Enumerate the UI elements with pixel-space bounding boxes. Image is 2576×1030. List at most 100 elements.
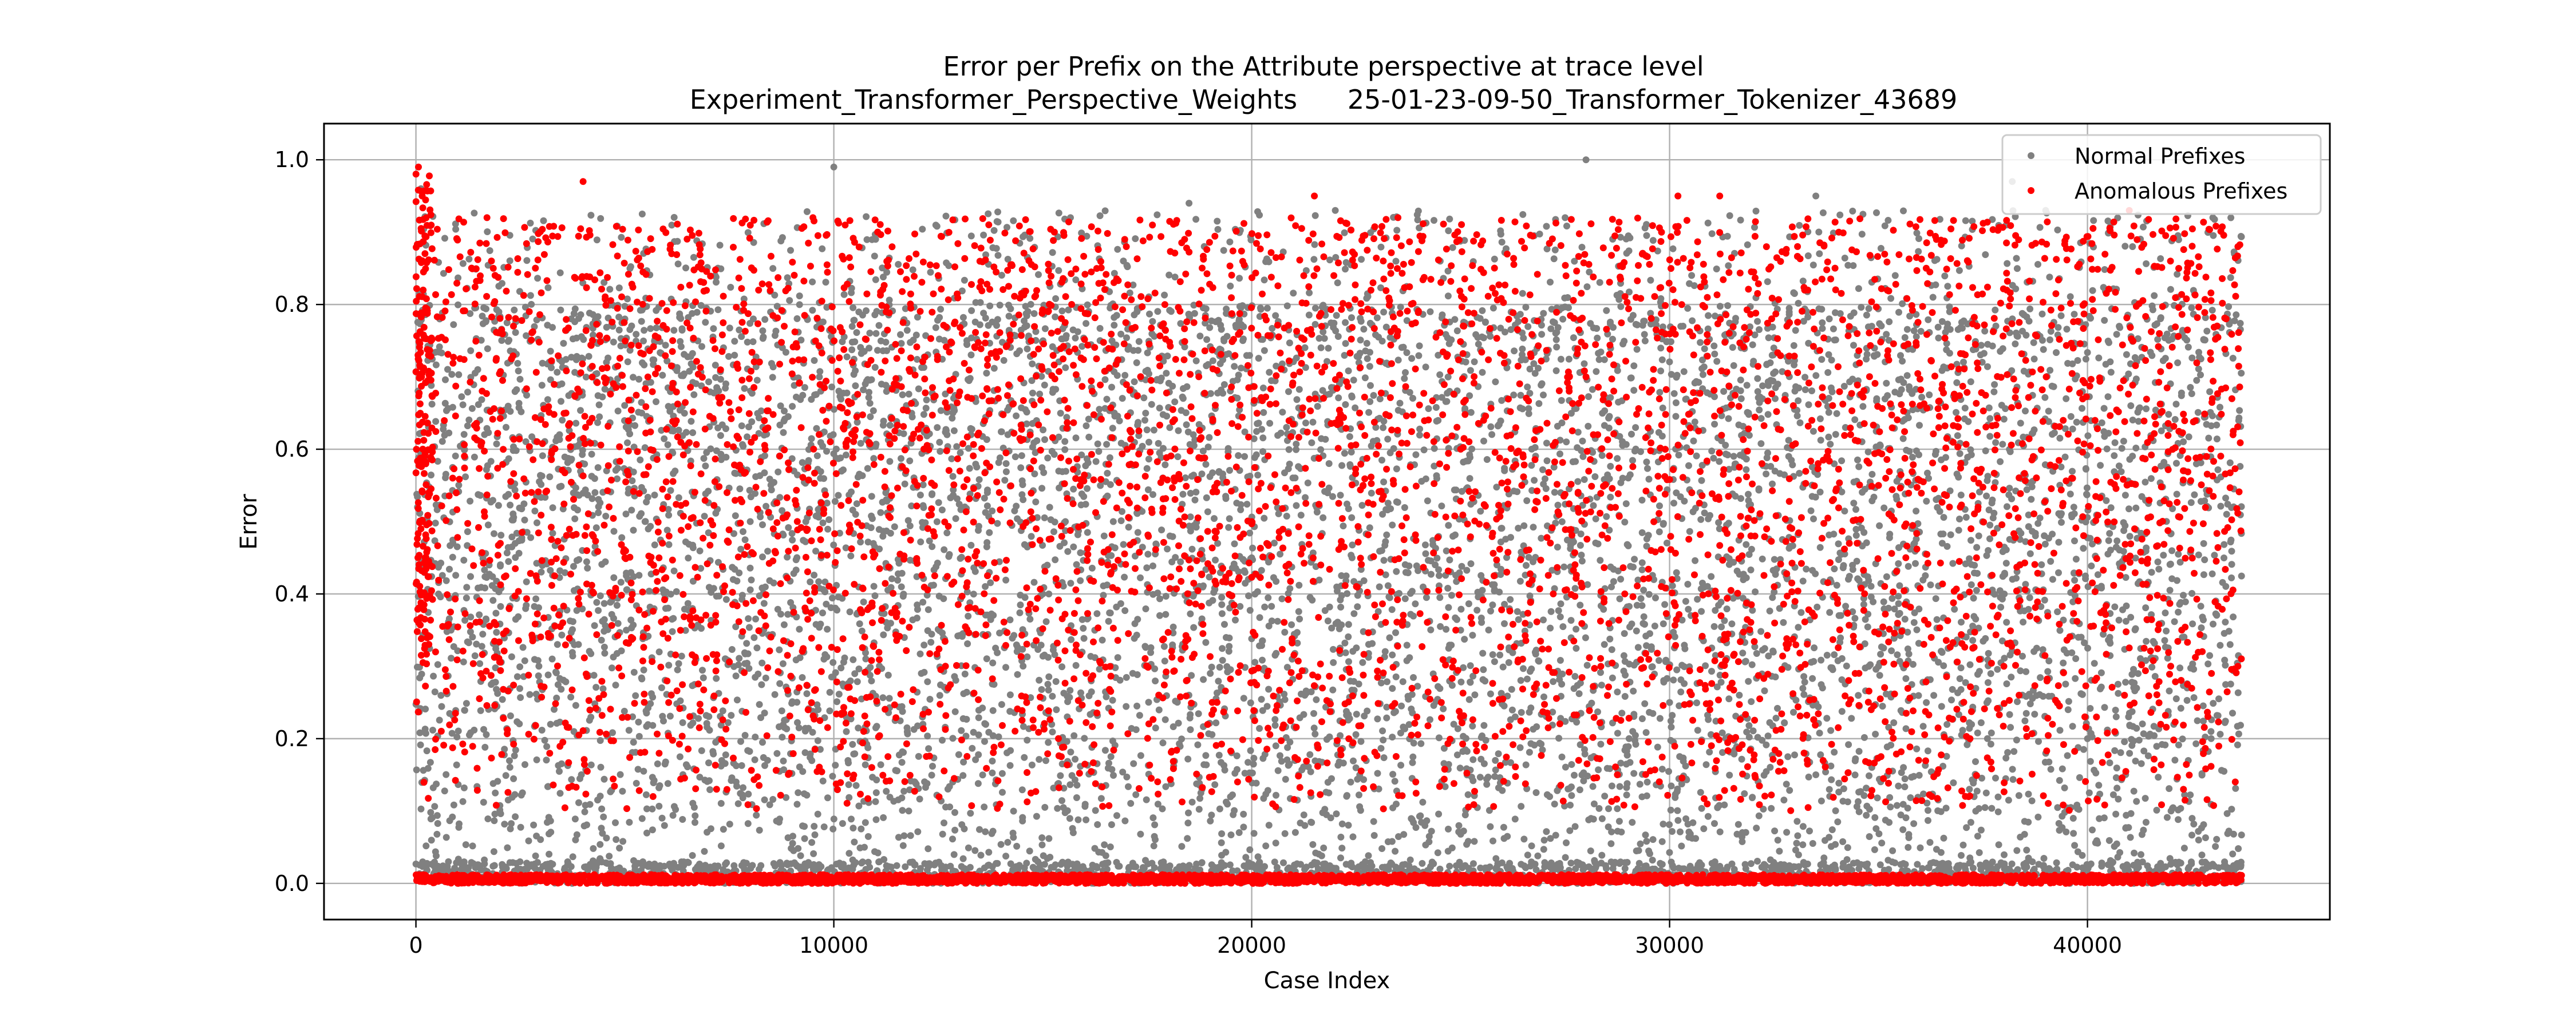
normal-point [1461,405,1469,412]
normal-point [1388,838,1396,845]
normal-point [1380,754,1388,762]
normal-point [1380,557,1388,564]
normal-point [1962,217,1969,224]
normal-point [815,578,823,585]
normal-point [1386,634,1393,641]
normal-point [1218,839,1225,846]
normal-point [753,377,761,384]
normal-point [936,692,943,699]
normal-point [1388,606,1396,613]
normal-point [1187,711,1194,718]
normal-point [853,329,860,336]
normal-point [2189,620,2196,628]
normal-point [1619,442,1626,449]
normal-point [1914,861,1921,868]
normal-point [1082,320,1090,327]
normal-point [1286,738,1294,746]
normal-point [1871,846,1878,853]
normal-point [714,306,722,314]
normal-point [1412,600,1419,608]
normal-point [1614,730,1621,737]
normal-point [728,646,736,653]
normal-point [568,776,575,783]
normal-point [789,698,796,706]
normal-point [1831,748,1838,756]
normal-point [2163,330,2171,338]
normal-point [517,823,524,831]
normal-point [1402,569,1409,576]
normal-point [981,494,988,502]
normal-point [481,743,489,751]
normal-point [1108,821,1115,829]
normal-point [2104,217,2112,225]
normal-point [600,643,608,651]
normal-point [905,390,912,398]
normal-point [1710,342,1718,350]
normal-point [1827,441,1834,448]
normal-point [1986,521,1994,529]
normal-point [2235,414,2243,422]
normal-point [1964,454,1971,461]
normal-point [2120,438,2127,445]
normal-point [1293,441,1300,447]
normal-point [2172,401,2180,408]
normal-point [1326,256,1333,264]
normal-point [1849,566,1856,573]
normal-point [598,805,606,813]
normal-point [2020,619,2027,626]
normal-point [2235,730,2242,738]
normal-point [2195,837,2202,843]
normal-point [1967,581,1975,588]
normal-point [1389,771,1397,778]
normal-point [2200,616,2207,624]
normal-point [927,639,935,646]
normal-point [2106,530,2113,537]
normal-point [1184,819,1192,827]
normal-point [851,338,859,346]
normal-point [1540,693,1547,700]
normal-point [1187,726,1194,734]
normal-point [829,595,836,602]
normal-point [1431,445,1438,452]
normal-point [736,485,744,493]
normal-point [1781,719,1788,727]
normal-point [916,650,924,657]
normal-point [1218,830,1226,837]
normal-point [1225,524,1232,531]
normal-point [2022,710,2030,717]
normal-point [2148,663,2156,671]
normal-point [1555,607,1562,615]
normal-point [1487,823,1494,830]
normal-point [1499,663,1507,671]
normal-point [2036,224,2044,231]
normal-point [1231,363,1238,370]
normal-point [1570,334,1577,342]
normal-point [1851,771,1859,779]
normal-point [1559,315,1567,323]
normal-point [1061,809,1069,817]
normal-point [2038,310,2046,318]
normal-point [1958,851,1965,859]
normal-point [2008,674,2015,681]
normal-point [1606,635,1614,643]
normal-point [2056,777,2063,784]
normal-point [1220,247,1227,254]
normal-point [1643,458,1650,466]
normal-point [1894,651,1901,659]
normal-point [455,371,463,378]
normal-point [1706,748,1713,756]
normal-point [1162,593,1170,600]
normal-point [581,808,588,815]
normal-point [2053,349,2060,356]
normal-point [531,865,539,872]
normal-point [1066,687,1074,694]
normal-point [2217,731,2224,738]
normal-point [2228,548,2235,555]
normal-point [1551,489,1558,496]
normal-point [1994,808,2002,815]
normal-point [1283,513,1290,520]
normal-point [1412,451,1420,458]
normal-point [1376,583,1383,591]
normal-point [1082,816,1090,823]
normal-point [2013,329,2020,336]
